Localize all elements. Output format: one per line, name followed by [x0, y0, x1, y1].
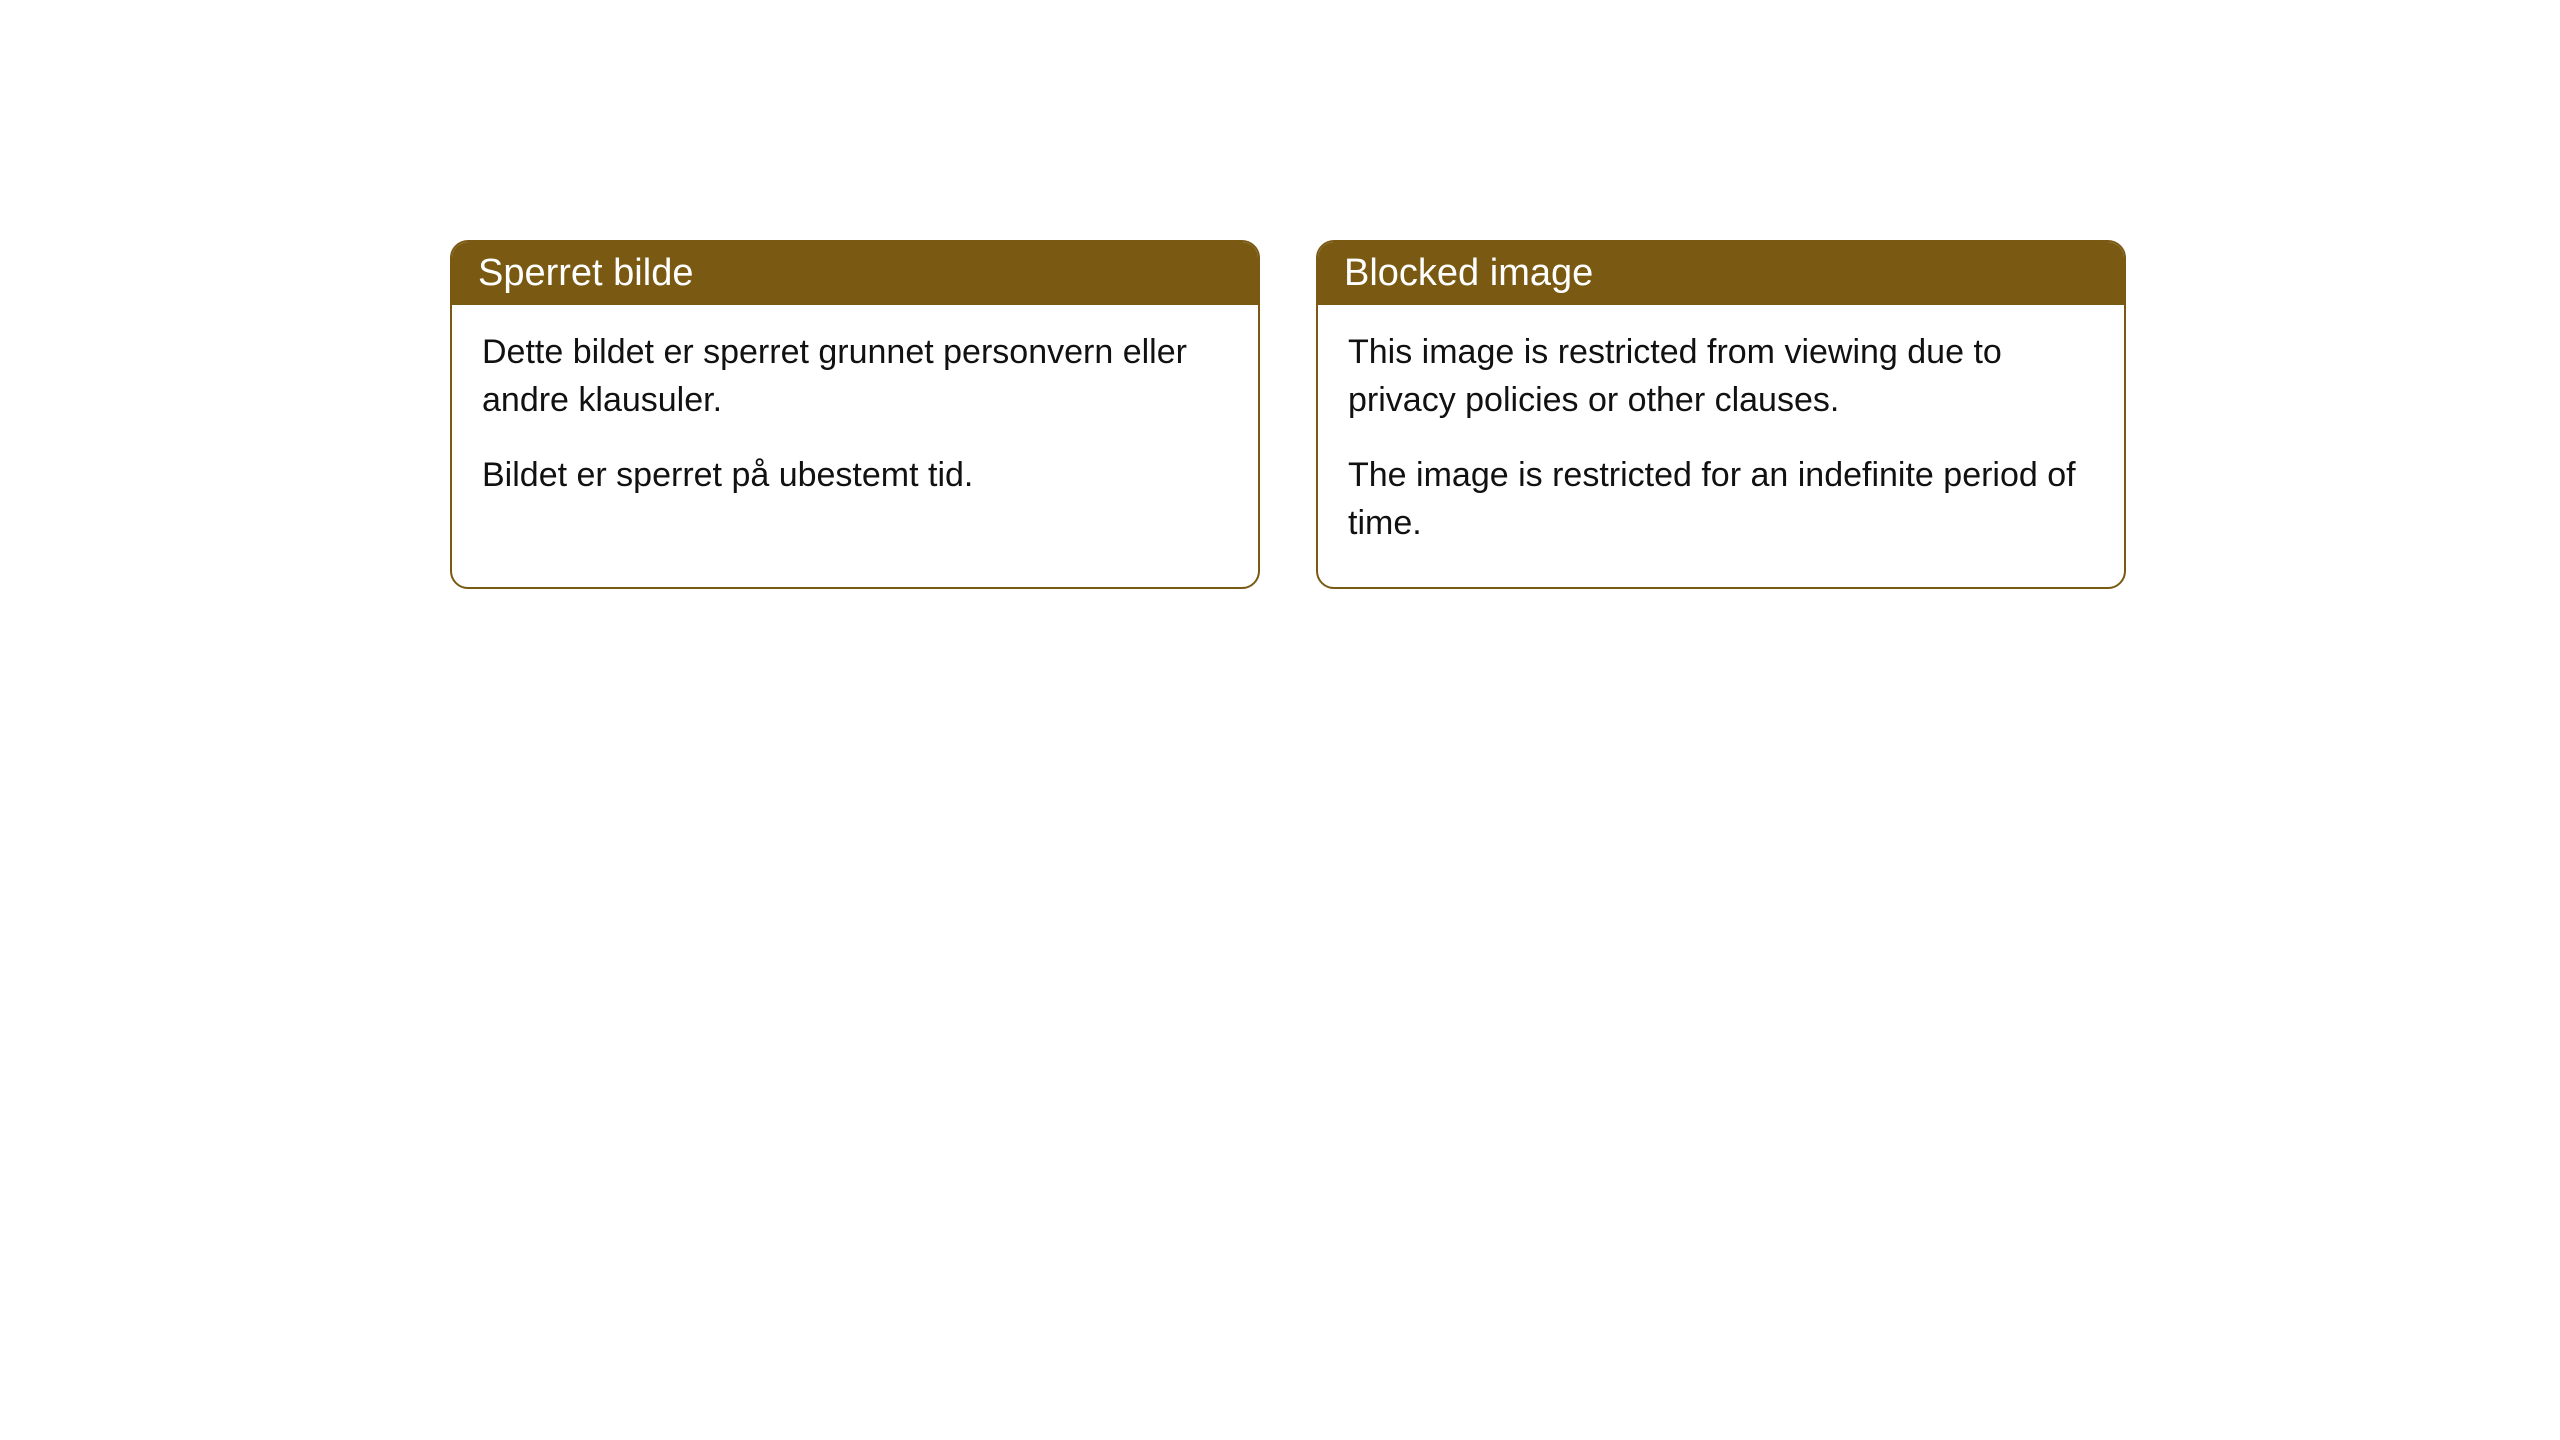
card-paragraph-1: This image is restricted from viewing du…: [1348, 329, 2094, 424]
card-paragraph-1: Dette bildet er sperret grunnet personve…: [482, 329, 1228, 424]
card-body: This image is restricted from viewing du…: [1318, 305, 2124, 587]
card-title: Sperret bilde: [478, 252, 693, 294]
card-body: Dette bildet er sperret grunnet personve…: [452, 305, 1258, 540]
card-title: Blocked image: [1344, 252, 1593, 294]
notice-cards-container: Sperret bilde Dette bildet er sperret gr…: [450, 240, 2126, 589]
card-header: Blocked image: [1318, 242, 2124, 305]
card-paragraph-2: The image is restricted for an indefinit…: [1348, 452, 2094, 547]
blocked-image-card-english: Blocked image This image is restricted f…: [1316, 240, 2126, 589]
card-paragraph-2: Bildet er sperret på ubestemt tid.: [482, 452, 1228, 500]
card-header: Sperret bilde: [452, 242, 1258, 305]
blocked-image-card-norwegian: Sperret bilde Dette bildet er sperret gr…: [450, 240, 1260, 589]
